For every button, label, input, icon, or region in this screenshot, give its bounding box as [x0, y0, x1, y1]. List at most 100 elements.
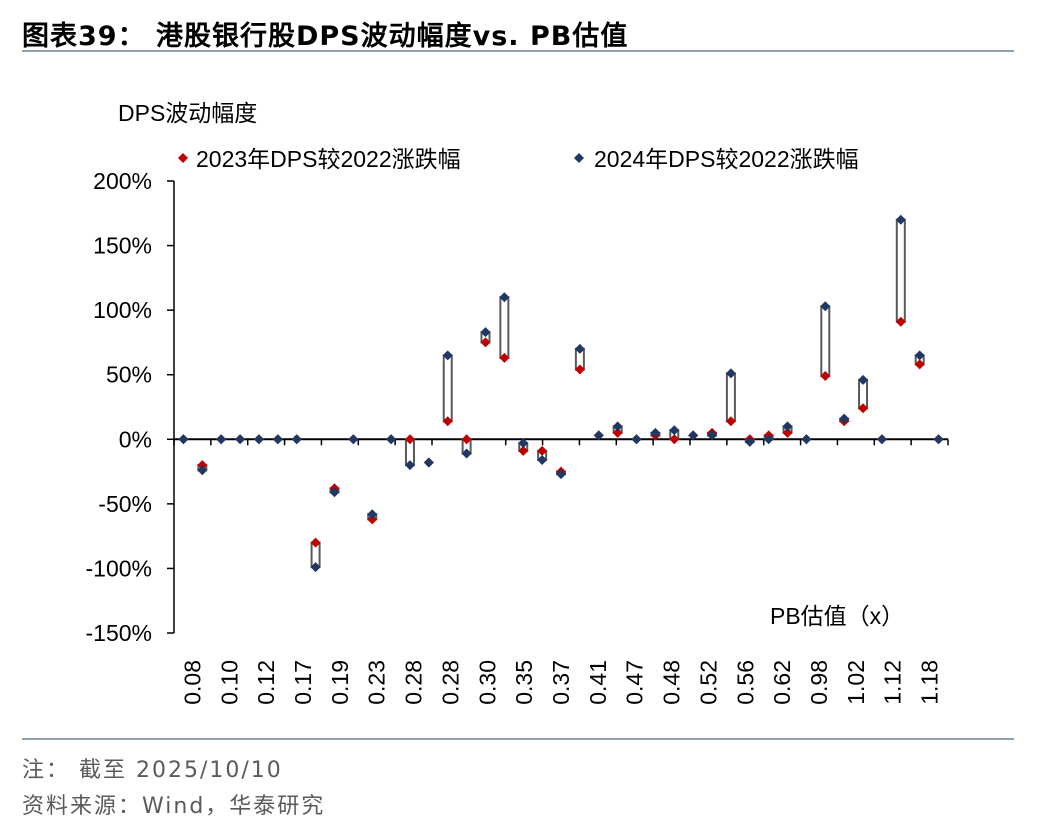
point-2024 — [858, 374, 869, 385]
x-tick-label: 0.62 — [769, 660, 795, 705]
x-tick-label: 0.98 — [806, 660, 832, 705]
point-2023 — [480, 337, 491, 348]
footnote-source: 资料来源：Wind，华泰研究 — [22, 794, 326, 819]
point-2024 — [272, 434, 283, 445]
figure-title: 图表39： 港股银行股DPS波动幅度vs. PB估值 — [22, 21, 629, 52]
point-2023 — [574, 364, 585, 375]
point-2024 — [197, 465, 208, 476]
point-2024 — [480, 327, 491, 338]
point-2024 — [499, 292, 510, 303]
x-tick-label: 0.28 — [401, 660, 427, 705]
point-2023 — [669, 434, 680, 445]
point-2024 — [631, 434, 642, 445]
point-2024 — [612, 421, 623, 432]
x-tick-label: 0.30 — [474, 660, 500, 705]
change-bar — [725, 372, 736, 423]
point-2024 — [669, 425, 680, 436]
point-2023 — [820, 371, 831, 382]
y-tick-label: -150% — [86, 620, 152, 646]
x-tick-label: 0.47 — [622, 660, 648, 705]
point-2024 — [688, 430, 699, 441]
point-2024 — [537, 454, 548, 465]
change-bar — [895, 218, 906, 323]
point-2023 — [499, 352, 510, 363]
point-2024 — [839, 413, 850, 424]
x-tick-label: 0.37 — [548, 660, 574, 705]
y-tick-label: -50% — [98, 491, 152, 517]
x-axis-title: PB估值（x） — [770, 603, 904, 629]
point-2024 — [895, 214, 906, 225]
point-2024 — [216, 434, 227, 445]
y-tick-label: -100% — [86, 555, 152, 581]
change-bar — [442, 354, 453, 423]
point-2024 — [820, 301, 831, 312]
point-2024 — [933, 434, 944, 445]
point-2024 — [518, 438, 529, 449]
point-2024 — [310, 562, 321, 573]
point-2023 — [782, 427, 793, 438]
x-tick-label: 0.19 — [327, 660, 353, 705]
data-points — [178, 214, 944, 573]
x-tick-label: 1.18 — [917, 660, 943, 705]
point-2024 — [801, 434, 812, 445]
point-2024 — [329, 487, 340, 498]
point-2024 — [707, 430, 718, 441]
x-axis: 0.08 0.10 0.12 0.17 0.19 0.23 0.28 0.28 0.30 0.35… — [173, 438, 949, 705]
x-tick-label: 0.23 — [364, 660, 390, 705]
point-2023 — [914, 359, 925, 370]
x-tick-label: 0.48 — [659, 660, 685, 705]
point-2024 — [725, 368, 736, 379]
y-tick-label: 0% — [119, 426, 152, 452]
x-tick-label: 0.17 — [290, 660, 316, 705]
x-tick-label: 0.35 — [511, 660, 537, 705]
point-2024 — [404, 460, 415, 471]
point-2023 — [310, 537, 321, 548]
x-tick-label: 0.28 — [437, 660, 463, 705]
point-2024 — [744, 436, 755, 447]
point-2024 — [178, 434, 189, 445]
x-tick-label: 0.10 — [216, 660, 242, 705]
point-2024 — [291, 434, 302, 445]
x-tick-label: 0.52 — [695, 660, 721, 705]
point-2024 — [442, 350, 453, 361]
y-tick-label: 150% — [93, 233, 152, 259]
change-bar — [499, 296, 510, 359]
point-2023 — [197, 460, 208, 471]
footnote-date: 注： 截至 2025/10/10 — [22, 758, 283, 783]
point-2024 — [367, 509, 378, 520]
point-2024 — [574, 343, 585, 354]
x-tick-label: 1.12 — [880, 660, 906, 705]
legend-marker-2023 — [178, 153, 188, 163]
point-2024 — [914, 350, 925, 361]
point-2024 — [763, 434, 774, 445]
x-tick-label: 1.02 — [843, 660, 869, 705]
legend-item-2024: 2024年DPS较2022涨跌幅 — [574, 146, 859, 172]
point-2024 — [461, 448, 472, 459]
point-2023 — [612, 427, 623, 438]
point-2024 — [782, 421, 793, 432]
x-tick-label: 0.08 — [179, 660, 205, 705]
point-2024 — [593, 430, 604, 441]
point-2024 — [650, 427, 661, 438]
point-2024 — [386, 434, 397, 445]
legend-label-2024: 2024年DPS较2022涨跌幅 — [594, 146, 859, 172]
y-tick-label: 100% — [93, 297, 152, 323]
point-2024 — [348, 434, 359, 445]
x-tick-label: 0.12 — [253, 660, 279, 705]
point-2023 — [442, 416, 453, 427]
y-tick-label: 50% — [106, 362, 152, 388]
y-axis: -150% -100% -50% 0% 50% 100% 150% 200% — [86, 168, 175, 646]
connector-lines — [197, 218, 925, 569]
point-2023 — [404, 434, 415, 445]
y-tick-label: 200% — [93, 168, 152, 194]
point-2023 — [725, 416, 736, 427]
point-2024 — [423, 457, 434, 468]
footer-rule — [22, 738, 1014, 740]
legend-item-2023: 2023年DPS较2022涨跌幅 — [178, 146, 461, 172]
x-tick-label: 0.56 — [732, 660, 758, 705]
legend-label-2023: 2023年DPS较2022涨跌幅 — [196, 146, 461, 172]
x-tick-label: 0.41 — [585, 660, 611, 705]
legend: 2023年DPS较2022涨跌幅 2024年DPS较2022涨跌幅 — [178, 146, 859, 172]
point-2023 — [858, 403, 869, 414]
point-2023 — [461, 434, 472, 445]
